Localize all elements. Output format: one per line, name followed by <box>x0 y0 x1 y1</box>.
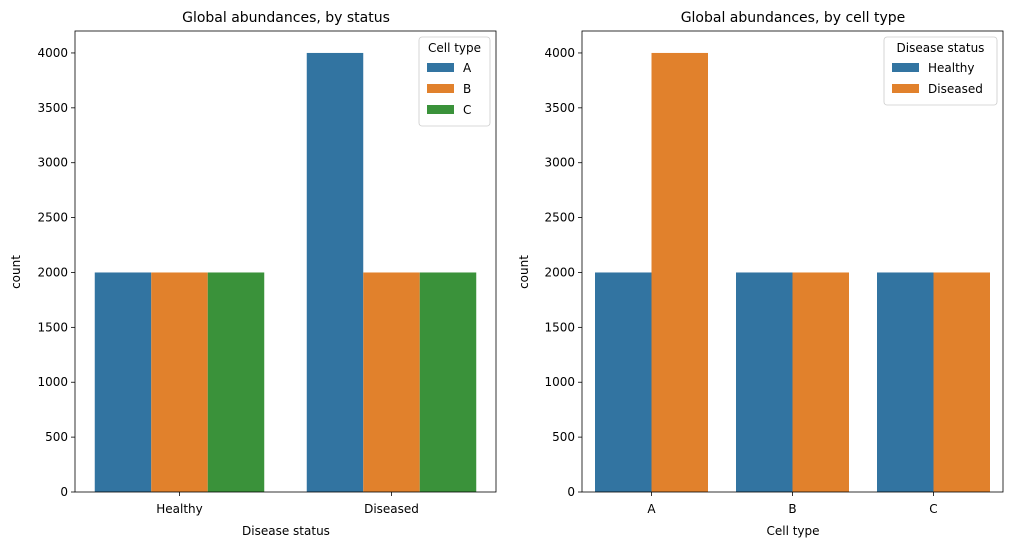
bar-Diseased-A <box>651 52 708 492</box>
y-tick-label: 2000 <box>544 265 575 279</box>
y-tick-label: 2000 <box>37 265 68 279</box>
legend-title: Disease status <box>897 41 985 55</box>
axes-frame <box>74 30 497 493</box>
y-tick-label: 0 <box>60 485 68 499</box>
bar-Healthy-A <box>595 272 652 492</box>
legend-label-Healthy: Healthy <box>928 61 975 75</box>
legend-label-A: A <box>463 61 472 75</box>
legend-box <box>418 36 491 127</box>
bar-B-Healthy <box>151 272 208 492</box>
plot-layer: Healthy Diseased 0 500 1000 1500 2000 2500 3000 3… <box>37 30 1004 516</box>
legend: Disease status Healthy Diseased <box>883 36 998 106</box>
x-axis-label: Cell type <box>766 524 819 538</box>
bar-B-Diseased <box>363 272 420 492</box>
chart-title: Global abundances, by status <box>182 10 390 26</box>
legend-swatch-Diseased <box>892 84 919 93</box>
y-tick-label: 1000 <box>544 375 575 389</box>
legend-label-B: B <box>463 82 471 96</box>
y-tick-label: 500 <box>552 430 575 444</box>
legend-title: Cell type <box>428 41 481 55</box>
legend: Cell type ABC <box>418 36 491 127</box>
bar-Diseased-C <box>933 272 990 492</box>
y-tick-label: 500 <box>45 430 68 444</box>
bar-Healthy-C <box>877 272 934 492</box>
x-tick-label: Healthy <box>156 502 203 516</box>
bar-A-Diseased <box>306 52 364 492</box>
bar-C-Diseased <box>419 272 477 492</box>
bar-A-Healthy <box>94 272 152 492</box>
y-tick-label: 3000 <box>37 156 68 170</box>
y-tick-label: 2500 <box>544 211 575 225</box>
y-tick-label: 0 <box>567 485 575 499</box>
x-tick-label: A <box>647 502 656 516</box>
x-tick-label: B <box>788 502 796 516</box>
bar-Healthy-B <box>736 272 793 492</box>
bar-Diseased-B <box>792 272 849 492</box>
y-tick-label: 1000 <box>37 375 68 389</box>
legend-swatch-B <box>427 84 454 93</box>
plot-area-0: Healthy Diseased 0 500 1000 1500 2000 2500 3000 3… <box>37 30 497 516</box>
y-tick-label: 3500 <box>544 101 575 115</box>
y-tick-label: 4000 <box>544 46 575 60</box>
chart-title: Global abundances, by cell type <box>681 10 906 26</box>
bar-C-Healthy <box>207 272 265 492</box>
y-axis-label: count <box>9 255 23 289</box>
x-tick-label: Diseased <box>364 502 419 516</box>
y-tick-label: 4000 <box>37 46 68 60</box>
x-axis-label: Disease status <box>242 524 330 538</box>
y-axis-label: count <box>517 255 531 289</box>
y-tick-label: 1500 <box>37 320 68 334</box>
plot-area-1: A B C 0 500 1000 1500 2000 2500 3000 3500 4000 Disea… <box>544 30 1004 516</box>
y-tick-label: 3000 <box>544 156 575 170</box>
legend-swatch-Healthy <box>892 63 919 72</box>
y-tick-label: 3500 <box>37 101 68 115</box>
x-tick-label: C <box>929 502 937 516</box>
legend-swatch-C <box>427 105 454 114</box>
legend-label-C: C <box>463 103 471 117</box>
chart-panel-by-status: Global abundances, by status Disease sta… <box>9 10 390 538</box>
y-tick-label: 2500 <box>37 211 68 225</box>
chart-panel-by-cell-type: Global abundances, by cell type Cell typ… <box>517 10 905 538</box>
axes-frame <box>581 30 1004 493</box>
legend-label-Diseased: Diseased <box>928 82 983 96</box>
y-tick-label: 1500 <box>544 320 575 334</box>
legend-swatch-A <box>427 63 454 72</box>
